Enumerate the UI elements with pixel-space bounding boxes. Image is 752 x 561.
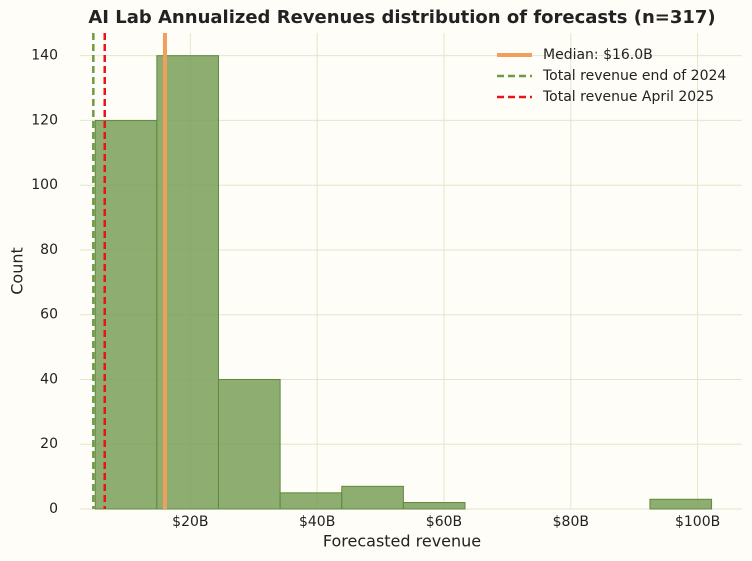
x-tick-label: $80B — [553, 514, 589, 530]
bar — [279, 492, 343, 510]
y-tick-label: 20 — [40, 436, 58, 452]
x-tick-label: $20B — [172, 514, 208, 530]
y-tick-label: 40 — [40, 371, 58, 387]
y-axis-label: Count — [8, 247, 27, 295]
y-tick-label: 0 — [49, 501, 58, 517]
x-axis-label: Forecasted revenue — [323, 532, 481, 551]
y-tick-label: 140 — [31, 48, 58, 64]
legend-label: Total revenue end of 2024 — [542, 68, 726, 84]
bar — [217, 378, 281, 510]
x-tick-label: $100B — [675, 514, 720, 530]
y-tick-label: 60 — [40, 307, 58, 323]
legend-label: Total revenue April 2025 — [542, 89, 714, 105]
bar — [156, 55, 219, 510]
legend-label: Median: $16.0B — [543, 47, 653, 63]
x-tick-label: $60B — [426, 514, 462, 530]
bar — [341, 485, 404, 510]
y-tick-label: 100 — [31, 177, 58, 193]
bar — [649, 498, 713, 510]
bar — [402, 502, 466, 510]
x-tick-label: $40B — [299, 514, 335, 530]
y-tick-label: 80 — [40, 242, 58, 258]
chart-title: AI Lab Annualized Revenues distribution … — [88, 7, 715, 28]
y-tick-label: 120 — [31, 112, 58, 128]
